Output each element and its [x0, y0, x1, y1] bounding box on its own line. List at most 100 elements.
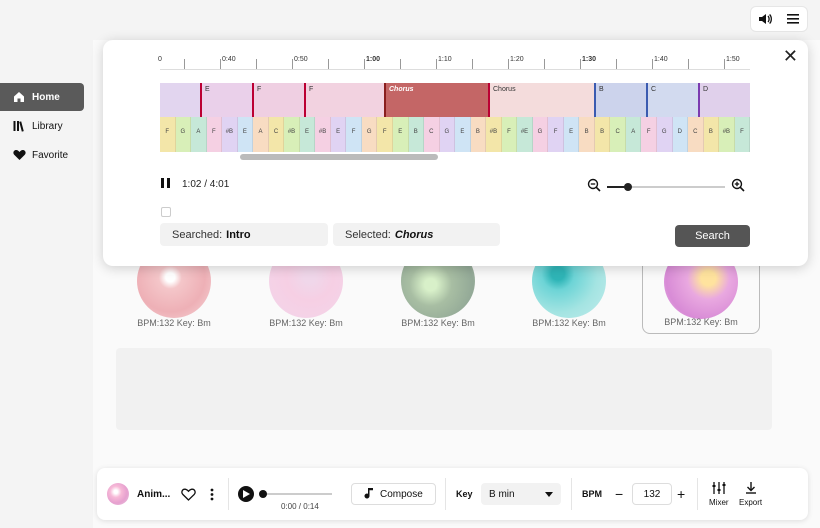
track-card[interactable]: BPM:132 Key: Bm — [115, 244, 233, 334]
close-icon[interactable]: ✕ — [782, 46, 798, 66]
hamburger-icon[interactable] — [779, 7, 807, 31]
zoom-out-icon[interactable] — [587, 178, 601, 195]
chord-cell[interactable]: E — [237, 117, 254, 152]
sidebar-item-library[interactable]: Library — [0, 112, 84, 140]
chord-cell[interactable]: #B — [222, 117, 238, 152]
chord-cell[interactable]: A — [191, 117, 207, 152]
compose-button[interactable]: Compose — [351, 483, 436, 505]
chord-cell[interactable]: A — [625, 117, 642, 152]
chord-cell[interactable]: F — [160, 117, 176, 152]
section-block[interactable]: D — [698, 83, 750, 117]
timeline-scrollbar[interactable] — [240, 154, 438, 160]
chord-cell[interactable]: B — [594, 117, 611, 152]
searched-label: Searched: — [172, 228, 223, 241]
search-button[interactable]: Search — [675, 225, 750, 247]
chord-cell[interactable]: C — [688, 117, 704, 152]
chord-cell[interactable]: B — [408, 117, 425, 152]
section-block[interactable]: B — [594, 83, 646, 117]
mini-player — [238, 468, 332, 520]
track-card[interactable]: BPM:132 Key: Bm — [510, 244, 628, 334]
section-block[interactable]: F — [252, 83, 304, 117]
chord-cell[interactable]: G — [439, 117, 456, 152]
seek-handle[interactable] — [259, 490, 267, 498]
selected-label: Selected: — [345, 228, 391, 241]
chord-cell[interactable]: C — [268, 117, 285, 152]
card-label: BPM:132 Key: Bm — [269, 318, 343, 328]
card-label: BPM:132 Key: Bm — [532, 318, 606, 328]
section-search-popup: ✕ 0 0:40 0:50 1:00 1:10 1:20 1:30 1:40 1… — [103, 40, 808, 266]
mixer-icon — [712, 481, 726, 496]
key-label: Key — [456, 489, 473, 499]
zoom-slider-handle[interactable] — [624, 182, 633, 191]
empty-panel — [116, 348, 772, 430]
chord-cell[interactable]: F — [548, 117, 564, 152]
option-checkbox[interactable] — [161, 207, 171, 217]
pause-icon[interactable] — [161, 178, 170, 191]
zoom-slider[interactable] — [607, 182, 725, 191]
chord-cell[interactable]: C — [610, 117, 626, 152]
sidebar: Home Library Favorite — [0, 83, 84, 170]
chord-cell[interactable]: #E — [517, 117, 533, 152]
track-card[interactable]: BPM:132 Key: Bm — [379, 244, 497, 334]
volume-icon[interactable] — [751, 7, 779, 31]
track-card[interactable]: BPM:132 Key: Bm — [247, 244, 365, 334]
bpm-input[interactable]: 132 — [632, 483, 672, 505]
section-label: E — [205, 86, 210, 93]
chord-cell[interactable]: E — [392, 117, 409, 152]
chord-cell[interactable]: G — [361, 117, 378, 152]
chord-cell[interactable]: F — [501, 117, 518, 152]
play-icon[interactable] — [238, 486, 254, 502]
chord-cell[interactable]: G — [657, 117, 673, 152]
section-block-selected[interactable]: Chorus — [384, 83, 488, 117]
key-value: B min — [489, 488, 515, 500]
chord-cell[interactable]: B — [703, 117, 720, 152]
chord-cell[interactable]: A — [253, 117, 269, 152]
searched-value: Intro — [226, 228, 251, 241]
chord-cell[interactable]: F — [734, 117, 751, 152]
bpm-decrease-button[interactable]: − — [615, 486, 624, 502]
sidebar-item-favorite[interactable]: Favorite — [0, 141, 84, 169]
track-card[interactable]: BPM:132 Key: Bm — [642, 245, 760, 334]
chord-cell[interactable]: #B — [315, 117, 331, 152]
seek-slider[interactable] — [259, 490, 332, 498]
chord-cell[interactable]: #B — [284, 117, 300, 152]
section-block[interactable]: F — [304, 83, 384, 117]
tick-label: 1:50 — [726, 56, 740, 63]
chord-cell[interactable]: #B — [486, 117, 502, 152]
bpm-increase-button[interactable]: + — [677, 486, 686, 502]
playback-time: 1:02 / 4:01 — [182, 179, 230, 190]
more-vertical-icon[interactable] — [210, 468, 214, 520]
chevron-down-icon — [545, 489, 553, 500]
tick-label: 1:10 — [438, 56, 452, 63]
section-block[interactable]: C — [646, 83, 698, 117]
sidebar-item-label: Home — [32, 91, 60, 103]
card-label: BPM:132 Key: Bm — [401, 318, 475, 328]
export-button[interactable]: Export — [739, 481, 763, 507]
chord-cell[interactable]: F — [346, 117, 362, 152]
section-label: C — [651, 86, 657, 93]
mixer-button[interactable]: Mixer — [709, 481, 729, 507]
chord-cell[interactable]: F — [206, 117, 223, 152]
chord-cell[interactable]: E — [299, 117, 316, 152]
chord-cell[interactable]: E — [455, 117, 471, 152]
chord-cell[interactable]: F — [641, 117, 657, 152]
chord-cell[interactable]: D — [672, 117, 689, 152]
chord-cell[interactable]: E — [563, 117, 580, 152]
zoom-in-icon[interactable] — [731, 178, 745, 195]
section-block[interactable]: Chorus — [488, 83, 594, 117]
chord-cell[interactable]: #B — [719, 117, 735, 152]
section-block[interactable]: E — [200, 83, 252, 117]
chord-cell[interactable]: C — [424, 117, 440, 152]
heart-outline-icon[interactable] — [181, 468, 196, 520]
section-block[interactable] — [160, 83, 200, 117]
chord-cell[interactable]: B — [470, 117, 487, 152]
chord-cell[interactable]: G — [532, 117, 549, 152]
key-select[interactable]: B min — [481, 483, 561, 505]
mixer-label: Mixer — [709, 497, 729, 507]
chord-cell[interactable]: G — [175, 117, 192, 152]
chord-cell[interactable]: E — [330, 117, 347, 152]
chord-cell[interactable]: F — [377, 117, 393, 152]
sidebar-item-home[interactable]: Home — [0, 83, 84, 111]
chord-cell[interactable]: B — [579, 117, 595, 152]
export-label: Export — [739, 497, 763, 507]
